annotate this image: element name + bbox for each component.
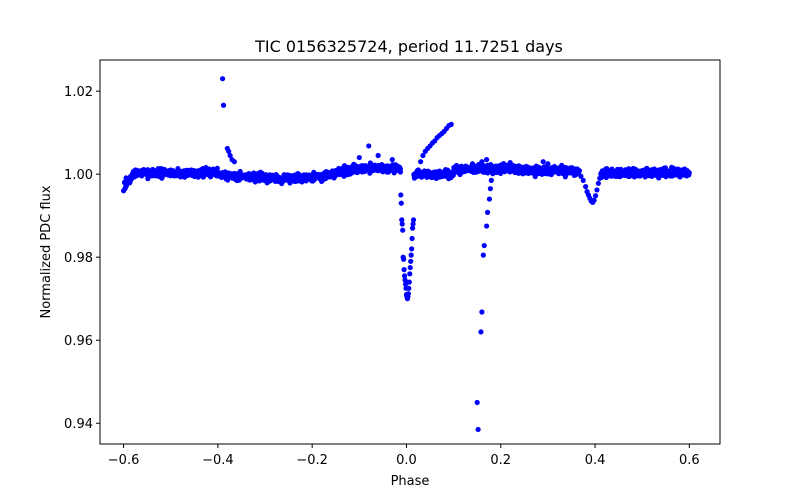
data-point-71 (479, 159, 485, 165)
data-point-39 (409, 246, 415, 252)
data-point-9 (227, 152, 233, 159)
data-point-65 (484, 223, 490, 229)
data-point-74 (540, 159, 546, 165)
plot-frame (99, 59, 721, 445)
data-point-84 (591, 197, 597, 203)
data-point-68 (487, 186, 493, 192)
data-point-43 (410, 217, 417, 223)
y-tick-label: 0.96 (64, 334, 93, 349)
data-point-70 (484, 157, 490, 163)
x-tick-label: 0.2 (490, 453, 511, 468)
data-point-77 (580, 177, 586, 183)
data-point-66 (484, 209, 491, 215)
data-point-5 (219, 76, 226, 82)
baseline-point (450, 172, 456, 178)
x-axis-title: Phase (391, 474, 430, 489)
data-point-8 (226, 148, 232, 154)
data-point-73 (507, 159, 513, 166)
data-point-14 (375, 152, 381, 159)
data-point-3 (125, 177, 131, 183)
data-point-72 (469, 161, 476, 167)
data-point-38 (408, 252, 414, 258)
baseline-point (397, 166, 403, 172)
y-tick-label: 0.94 (64, 417, 93, 432)
y-axis-title: Normalized PDC flux (39, 185, 54, 318)
data-point-16 (398, 192, 404, 198)
data-point-59 (474, 399, 480, 406)
baseline-point (576, 168, 582, 174)
data-point-34 (406, 279, 412, 285)
data-point-76 (578, 173, 584, 179)
data-point-75 (545, 161, 551, 167)
data-point-24 (401, 273, 408, 279)
data-point-87 (595, 180, 601, 186)
data-point-42 (410, 221, 416, 227)
data-point-36 (407, 264, 413, 271)
x-tick-label: −0.6 (108, 453, 140, 468)
data-point-69 (488, 177, 494, 183)
data-point-35 (407, 271, 413, 277)
data-point-12 (366, 143, 372, 149)
data-point-6 (220, 102, 227, 108)
data-point-33 (406, 285, 412, 291)
chart-title: TIC 0156325724, period 11.7251 days (254, 37, 563, 56)
data-point-18 (399, 217, 405, 223)
data-point-15 (389, 157, 395, 163)
data-point-37 (408, 258, 414, 264)
axis-ticks: −0.6 −0.4 −0.2 0.0 0.2 0.4 0.6 0.94 0.96 0.98 1.00… (64, 85, 700, 468)
data-point-45 (418, 159, 424, 165)
baseline-point (617, 174, 623, 180)
data-point-88 (597, 175, 603, 181)
data-point-40 (409, 235, 415, 242)
data-point-86 (594, 187, 600, 193)
data-points (120, 76, 692, 433)
data-point-13 (356, 154, 362, 161)
data-point-60 (475, 426, 481, 433)
data-point-2 (123, 183, 129, 189)
data-point-4 (128, 173, 134, 179)
baseline-point (214, 165, 220, 171)
y-tick-label: 0.98 (64, 251, 93, 266)
y-tick-label: 1.02 (64, 85, 93, 100)
data-point-25 (402, 277, 408, 283)
x-tick-label: 0.0 (396, 453, 417, 468)
data-point-63 (480, 252, 486, 258)
y-tick-label: 1.00 (64, 168, 93, 183)
data-point-62 (479, 309, 485, 315)
baseline-point (533, 164, 539, 170)
data-point-20 (400, 227, 406, 233)
baseline-point (158, 174, 164, 180)
data-point-78 (583, 184, 589, 190)
data-point-19 (399, 221, 405, 227)
data-point-32 (405, 291, 411, 297)
data-point-85 (592, 193, 599, 199)
data-point-64 (481, 242, 487, 249)
x-tick-label: −0.4 (202, 453, 234, 468)
x-tick-label: 0.4 (585, 453, 606, 468)
data-point-22 (401, 256, 407, 262)
data-point-23 (401, 267, 407, 273)
x-tick-label: −0.2 (296, 453, 328, 468)
x-tick-label: 0.6 (679, 453, 700, 468)
data-point-44 (415, 167, 421, 173)
data-point-17 (398, 200, 404, 206)
data-point-46 (420, 152, 426, 159)
data-point-61 (478, 329, 484, 335)
baseline-point (295, 171, 301, 177)
data-point-58 (448, 121, 454, 127)
data-point-11 (231, 159, 237, 165)
data-point-67 (486, 196, 493, 202)
baseline-point (686, 170, 692, 176)
data-point-41 (409, 225, 416, 231)
